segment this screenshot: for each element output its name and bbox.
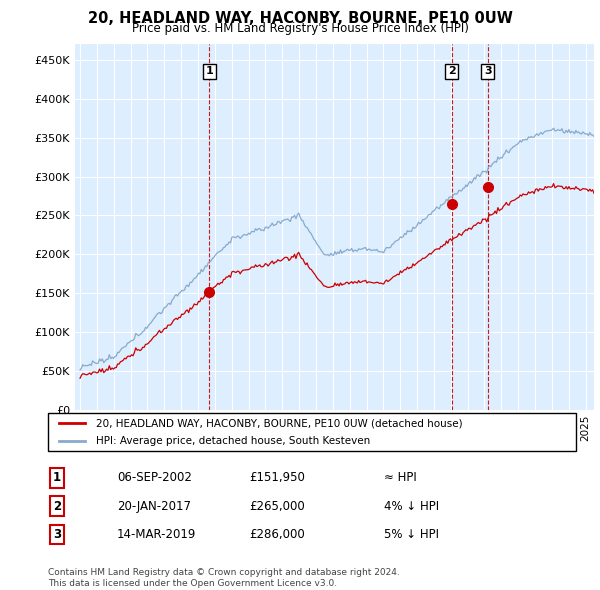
Text: £286,000: £286,000 bbox=[249, 528, 305, 541]
Text: Price paid vs. HM Land Registry's House Price Index (HPI): Price paid vs. HM Land Registry's House … bbox=[131, 22, 469, 35]
Text: £151,950: £151,950 bbox=[249, 471, 305, 484]
Text: HPI: Average price, detached house, South Kesteven: HPI: Average price, detached house, Sout… bbox=[95, 436, 370, 446]
Text: 20, HEADLAND WAY, HACONBY, BOURNE, PE10 0UW: 20, HEADLAND WAY, HACONBY, BOURNE, PE10 … bbox=[88, 11, 512, 25]
Text: £265,000: £265,000 bbox=[249, 500, 305, 513]
Text: 1: 1 bbox=[206, 67, 214, 77]
Text: Contains HM Land Registry data © Crown copyright and database right 2024.
This d: Contains HM Land Registry data © Crown c… bbox=[48, 568, 400, 588]
Text: 20-JAN-2017: 20-JAN-2017 bbox=[117, 500, 191, 513]
Text: 2: 2 bbox=[53, 500, 61, 513]
Text: 1: 1 bbox=[53, 471, 61, 484]
Text: 20, HEADLAND WAY, HACONBY, BOURNE, PE10 0UW (detached house): 20, HEADLAND WAY, HACONBY, BOURNE, PE10 … bbox=[95, 418, 462, 428]
Text: 5% ↓ HPI: 5% ↓ HPI bbox=[384, 528, 439, 541]
Text: 4% ↓ HPI: 4% ↓ HPI bbox=[384, 500, 439, 513]
Text: 3: 3 bbox=[484, 67, 491, 77]
Text: ≈ HPI: ≈ HPI bbox=[384, 471, 417, 484]
Text: 14-MAR-2019: 14-MAR-2019 bbox=[117, 528, 196, 541]
Text: 3: 3 bbox=[53, 528, 61, 541]
Text: 2: 2 bbox=[448, 67, 455, 77]
FancyBboxPatch shape bbox=[48, 413, 576, 451]
Text: 06-SEP-2002: 06-SEP-2002 bbox=[117, 471, 192, 484]
